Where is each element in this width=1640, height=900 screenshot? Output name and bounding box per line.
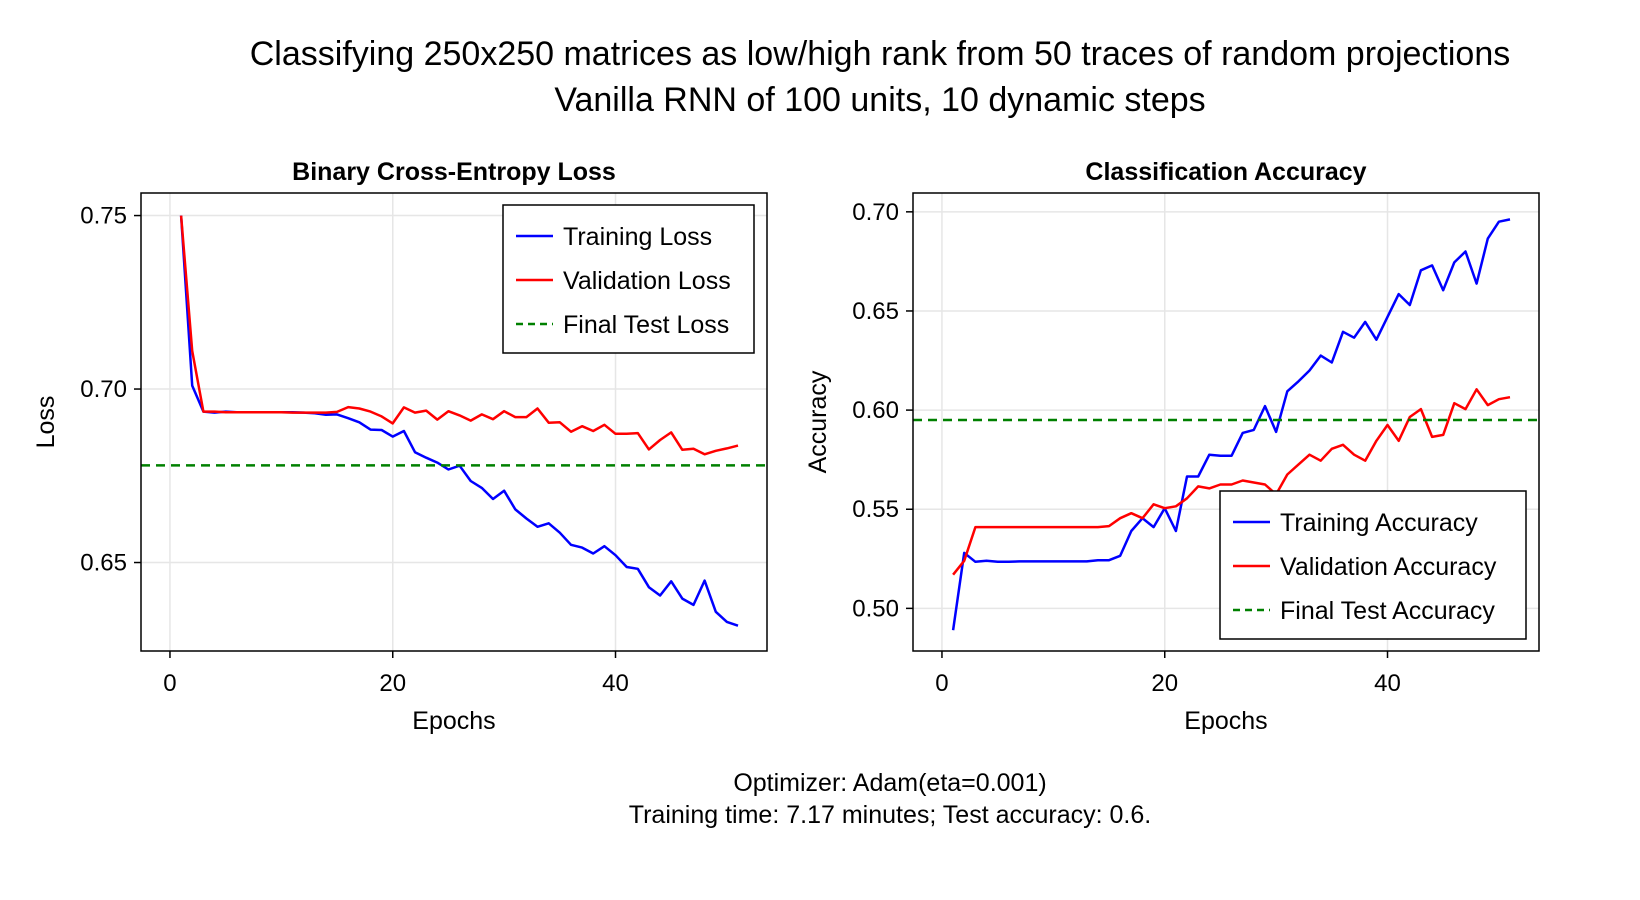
x-tick-label: 40 — [602, 670, 629, 697]
legend-label: Validation Accuracy — [1280, 553, 1497, 581]
y-tick-label: 0.50 — [852, 595, 899, 622]
legend: Training Accuracy Validation Accuracy Fina… — [1219, 490, 1527, 640]
y-tick-label: 0.75 — [80, 203, 127, 230]
footer-line-1: Optimizer: Adam(eta=0.001) — [733, 769, 1047, 797]
x-tick-label: 20 — [379, 670, 406, 697]
x-tick-label: 0 — [935, 670, 948, 697]
chart-title: Binary Cross-Entropy Loss — [292, 158, 616, 186]
series-line-validation — [179, 215, 739, 456]
figure-title-line-1: Classifying 250x250 matrices as low/high… — [249, 35, 1511, 73]
chart-panel-1: 0 20 40 0.65 0.70 0.75 Binary Cross-Entropy Lo… — [32, 158, 768, 735]
y-tick-label: 0.70 — [80, 376, 127, 403]
series-line-training — [951, 218, 1511, 631]
y-tick-label: 0.65 — [852, 298, 899, 325]
chart-title: Classification Accuracy — [1085, 158, 1366, 186]
y-tick-label: 0.55 — [852, 496, 899, 523]
y-axis-label: Loss — [32, 396, 60, 449]
legend-box — [1219, 490, 1527, 640]
x-axis-label: Epochs — [1184, 707, 1267, 735]
legend: Training Loss Validation Loss Final Test L… — [502, 204, 755, 354]
y-tick-label: 0.65 — [80, 550, 127, 577]
plot-frame — [912, 192, 1540, 652]
x-tick-label: 0 — [163, 670, 176, 697]
legend-label: Final Test Accuracy — [1280, 597, 1495, 625]
legend-label: Training Accuracy — [1280, 509, 1478, 537]
series-line-validation — [952, 388, 1511, 576]
chart-panel-2: 0 20 40 0.50 0.55 0.60 0.65 0.70 Classification … — [804, 158, 1540, 735]
x-tick-label: 20 — [1151, 670, 1178, 697]
plot-frame — [140, 192, 768, 652]
y-tick-label: 0.60 — [852, 397, 899, 424]
legend-label: Validation Loss — [563, 267, 731, 295]
figure-title-line-2: Vanilla RNN of 100 units, 10 dynamic ste… — [554, 81, 1206, 119]
y-tick-label: 0.70 — [852, 199, 899, 226]
legend-label: Final Test Loss — [563, 311, 729, 339]
legend-label: Training Loss — [563, 223, 712, 251]
y-axis-label: Accuracy — [804, 370, 832, 473]
x-tick-label: 40 — [1374, 670, 1401, 697]
footer-line-2: Training time: 7.17 minutes; Test accura… — [628, 801, 1152, 829]
x-axis-label: Epochs — [412, 707, 495, 735]
